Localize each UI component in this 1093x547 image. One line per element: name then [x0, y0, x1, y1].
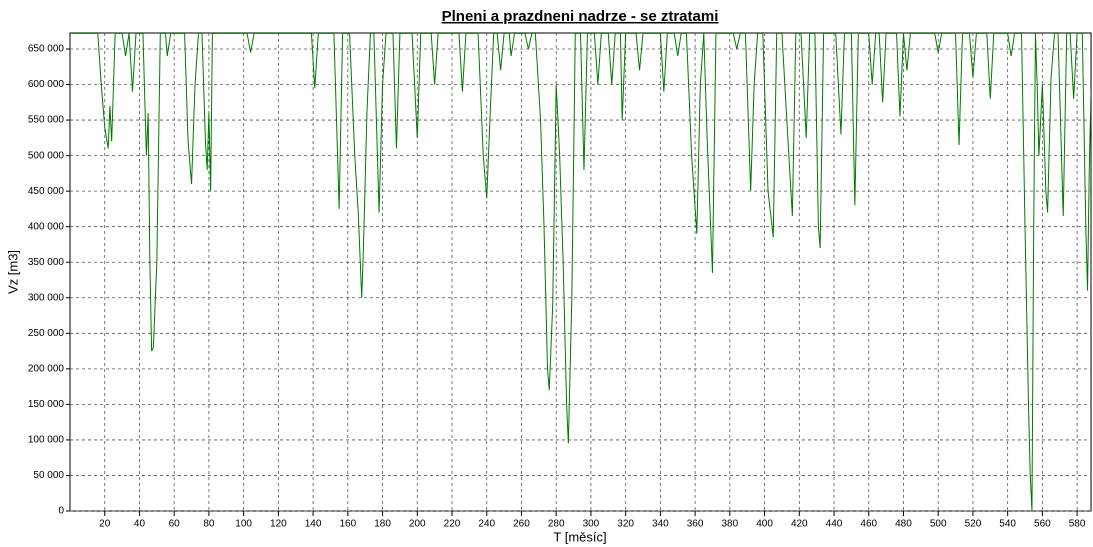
- x-tick-label: 160: [339, 519, 356, 530]
- y-tick-label: 650 000: [28, 44, 65, 55]
- y-tick-label: 600 000: [28, 79, 65, 90]
- y-tick-label: 550 000: [28, 115, 65, 126]
- y-tick-label: 150 000: [28, 399, 65, 410]
- x-tick-label: 280: [548, 519, 565, 530]
- y-tick-label: 350 000: [28, 257, 65, 268]
- x-tick-label: 200: [409, 519, 426, 530]
- y-tick-label: 200 000: [28, 363, 65, 374]
- chart-title: Plneni a prazdneni nadrze - se ztratami: [442, 8, 719, 25]
- x-tick-label: 400: [756, 519, 773, 530]
- y-tick-label: 250 000: [28, 328, 65, 339]
- x-tick-label: 540: [999, 519, 1016, 530]
- y-tick-label: 500 000: [28, 150, 65, 161]
- x-tick-label: 500: [930, 519, 947, 530]
- x-tick-label: 20: [99, 519, 111, 530]
- x-tick-label: 420: [791, 519, 808, 530]
- x-tick-label: 120: [270, 519, 287, 530]
- plot-area: [69, 32, 1092, 512]
- y-tick-label: 0: [58, 506, 64, 517]
- x-tick-label: 480: [895, 519, 912, 530]
- x-tick-label: 240: [478, 519, 495, 530]
- y-tick-label: 300 000: [28, 292, 65, 303]
- y-axis-label: Vz [m3]: [5, 250, 20, 294]
- x-tick-label: 220: [444, 519, 461, 530]
- line-series: [71, 33, 1091, 511]
- x-tick-label: 260: [513, 519, 530, 530]
- x-tick-label: 520: [965, 519, 982, 530]
- y-tick-label: 450 000: [28, 186, 65, 197]
- x-tick-label: 340: [652, 519, 669, 530]
- x-tick-label: 80: [203, 519, 215, 530]
- x-tick-label: 180: [374, 519, 391, 530]
- y-tick-label: 100 000: [28, 435, 65, 446]
- y-tick-label: 400 000: [28, 221, 65, 232]
- x-axis-label: T [měsíc]: [553, 529, 606, 544]
- x-tick-label: 360: [687, 519, 704, 530]
- x-tick-label: 140: [305, 519, 322, 530]
- x-tick-label: 580: [1069, 519, 1086, 530]
- x-tick-label: 40: [134, 519, 146, 530]
- x-tick-label: 460: [860, 519, 877, 530]
- y-tick-label: 50 000: [33, 470, 64, 481]
- x-tick-label: 560: [1034, 519, 1051, 530]
- series-group: [71, 33, 1091, 511]
- x-tick-label: 380: [721, 519, 738, 530]
- x-tick-label: 300: [583, 519, 600, 530]
- x-tick-label: 100: [235, 519, 252, 530]
- x-tick-label: 320: [617, 519, 634, 530]
- x-tick-label: 60: [169, 519, 181, 530]
- x-tick-label: 440: [826, 519, 843, 530]
